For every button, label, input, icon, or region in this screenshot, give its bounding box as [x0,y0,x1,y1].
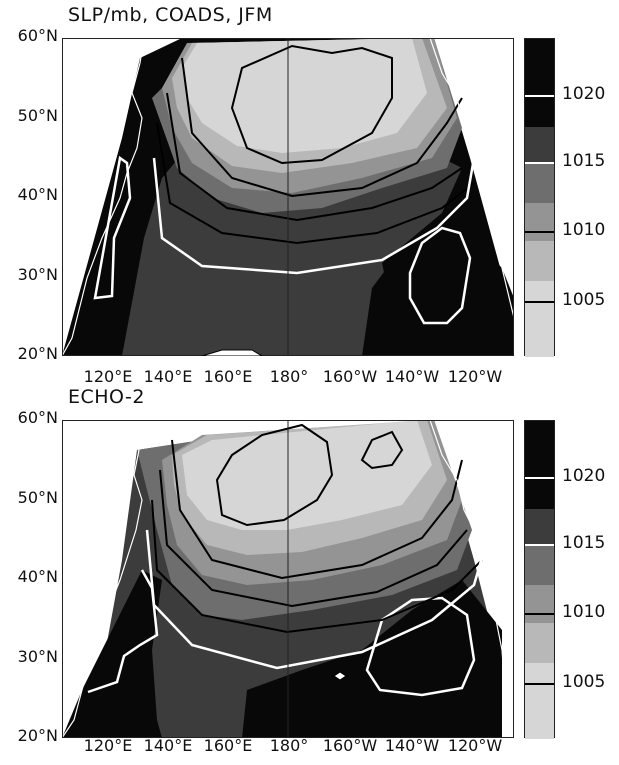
colorbar-tick-1015 [525,162,554,164]
colorbar-seg-3 [525,127,554,163]
colorbar-label-1020: 1020 [562,466,606,486]
colorbar-label-1005: 1005 [562,672,606,692]
colorbar-label-1005: 1005 [562,290,606,310]
colorbar-label-1015: 1015 [562,151,606,171]
colorbar-tick-1005 [525,683,554,685]
lon-label-120w: 120°W [447,736,503,755]
slp-contour-high-west [93,155,132,300]
colorbar-label-1020: 1020 [562,84,606,104]
colorbar-tick-1020 [525,95,554,97]
small-high-marker [333,671,347,681]
colorbar-seg-5 [525,585,554,623]
colorbar [524,420,555,739]
colorbar-tick-1010 [525,231,554,233]
slp-map [62,420,514,738]
colorbar-seg-2 [525,79,554,127]
slp-isobar-local-low [360,430,404,470]
slp-isobar-1015 [145,499,489,670]
lat-label-40n: 40°N [17,185,58,204]
slp-region-high-east [242,580,502,738]
lat-label-30n: 30°N [17,647,58,666]
panel-echo2: ECHO-2 60°N 50°N 40°N 30°N 20°N 120°E 14… [0,382,619,765]
lat-label-40n: 40°N [17,567,58,586]
panel-title: SLP/mb, COADS, JFM [68,4,273,26]
lat-label-60n: 60°N [17,408,58,427]
colorbar-label-1010: 1010 [562,220,606,240]
lon-label-180: 180° [269,367,309,386]
lon-label-160e: 160°E [203,736,253,755]
colorbar-seg-4 [525,163,554,203]
colorbar-seg-4 [525,545,554,585]
coastline-asia [62,38,145,356]
lat-label-20n: 20°N [17,344,58,363]
coastline-asia [62,420,145,738]
lon-label-140e: 140°E [143,367,193,386]
slp-isobar-3 [159,469,468,608]
colorbar-seg-2 [525,461,554,509]
slp-contour-high-east [408,226,472,325]
slp-contour-high-east [365,596,476,697]
lon-label-120e: 120°E [83,736,133,755]
lon-label-140e: 140°E [143,736,193,755]
lat-label-50n: 50°N [17,488,58,507]
coastline-america [429,420,508,721]
colorbar-tick-1015 [525,544,554,546]
coastline-america [429,38,514,319]
colorbar-label-1015: 1015 [562,533,606,553]
lat-label-20n: 20°N [17,726,58,745]
colorbar-label-1010: 1010 [562,602,606,622]
slp-isobar-1 [215,423,334,527]
panel-coads: SLP/mb, COADS, JFM 60°N 50°N 40°N 30°N 2… [17,4,606,386]
slp-region-high-west [62,570,162,738]
lon-label-120w: 120°W [447,367,503,386]
slp-isobar-4 [151,499,483,634]
lat-label-60n: 60°N [17,26,58,45]
colorbar [524,38,555,357]
colorbar-seg-1 [525,421,554,461]
lon-label-120e: 120°E [83,367,133,386]
colorbar-seg-6 [525,623,554,663]
lon-label-160e: 160°E [203,367,253,386]
slp-isobar-2 [171,439,463,580]
colorbar-seg-1 [525,39,554,79]
panel-title: ECHO-2 [68,386,145,408]
colorbar-tick-1005 [525,301,554,303]
colorbar-seg-7 [525,281,554,357]
lon-label-160w: 160°W [322,736,378,755]
slp-isobar-1015 [152,117,476,275]
colorbar-seg-7 [525,663,554,739]
lon-label-180: 180° [269,736,309,755]
colorbar-tick-1020 [525,477,554,479]
lat-label-50n: 50°N [17,106,58,125]
colorbar-seg-6 [525,241,554,281]
slp-isobar-3 [166,92,463,222]
slp-map [62,38,514,356]
lon-label-160w: 160°W [322,367,378,386]
colorbar-tick-1010 [525,613,554,615]
slp-region-high-east [362,228,514,356]
slp-isobar-1 [230,44,393,165]
lon-label-140w: 140°W [384,367,440,386]
slp-isobar-4 [156,122,475,245]
lat-label-30n: 30°N [17,265,58,284]
slp-isobar-2 [181,57,463,198]
low-pressure-marker [201,349,263,356]
colorbar-seg-5 [525,203,554,241]
colorbar-seg-3 [525,509,554,545]
lon-label-140w: 140°W [384,736,440,755]
